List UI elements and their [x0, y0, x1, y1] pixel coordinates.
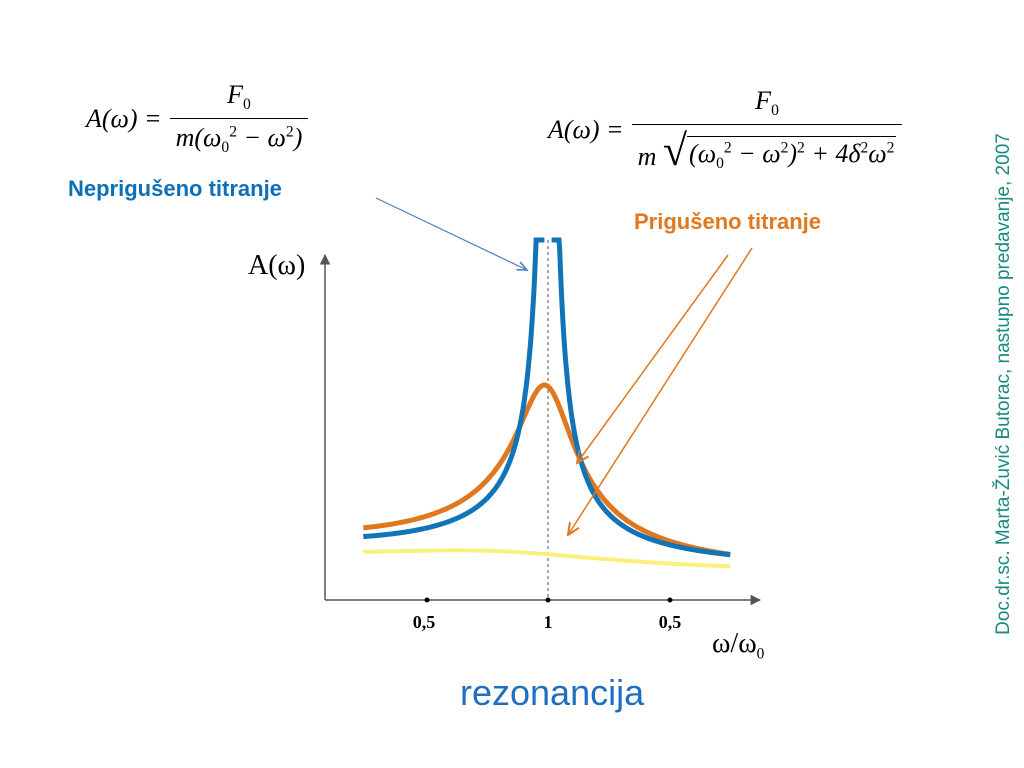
denominator: m √ (ω02 − ω2)2 + 4δ2ω2 — [631, 124, 903, 173]
y-axis-label: A(ω) — [248, 250, 306, 281]
tick-dot — [667, 597, 673, 603]
numerator: F0 — [227, 80, 251, 114]
equation-damped: A(ω) = F0 m √ (ω02 − ω2)2 + 4δ2ω2 — [548, 86, 903, 173]
credit-text: Doc.dr.sc. Marta-Žuvić Butorac, nastupno… — [993, 133, 1014, 635]
arrow-damped-2 — [568, 247, 753, 535]
equation-lhs: A(ω) = — [548, 114, 624, 144]
label-damped: Prigušeno titranje — [634, 209, 822, 234]
radical-sign-icon: √ — [662, 126, 688, 176]
tick-dot — [424, 597, 430, 603]
numerator: F0 — [755, 86, 779, 120]
radicand: (ω02 − ω2)2 + 4δ2ω2 — [687, 136, 897, 173]
square-root: √ (ω02 − ω2)2 + 4δ2ω2 — [663, 129, 897, 173]
equation-lhs: A(ω) = — [86, 103, 162, 133]
x-axis-label: ω/ω0 — [712, 628, 765, 663]
caption: rezonancija — [460, 672, 645, 713]
label-undamped: Nepriguš​eno titranje — [68, 176, 282, 201]
tick-label: 0,5 — [659, 612, 682, 632]
fraction: F0 m √ (ω02 − ω2)2 + 4δ2ω2 — [631, 86, 903, 173]
arrow-undamped — [375, 197, 527, 270]
equation-undamped: A(ω) = F0 m(ω02 − ω2) — [86, 80, 309, 157]
denominator: m(ω02 − ω2) — [169, 118, 309, 157]
fraction: F0 m(ω02 − ω2) — [169, 80, 309, 157]
tick-dot — [545, 597, 551, 603]
tick-label: 0,5 — [413, 612, 436, 632]
tick-label: 1 — [544, 612, 553, 632]
curve-damped-weak — [363, 548, 731, 569]
curve-undamped-left — [362, 237, 545, 540]
curve-undamped-right — [551, 237, 731, 558]
curve-damped-strong — [363, 382, 731, 557]
arrow-damped-1 — [577, 254, 729, 463]
